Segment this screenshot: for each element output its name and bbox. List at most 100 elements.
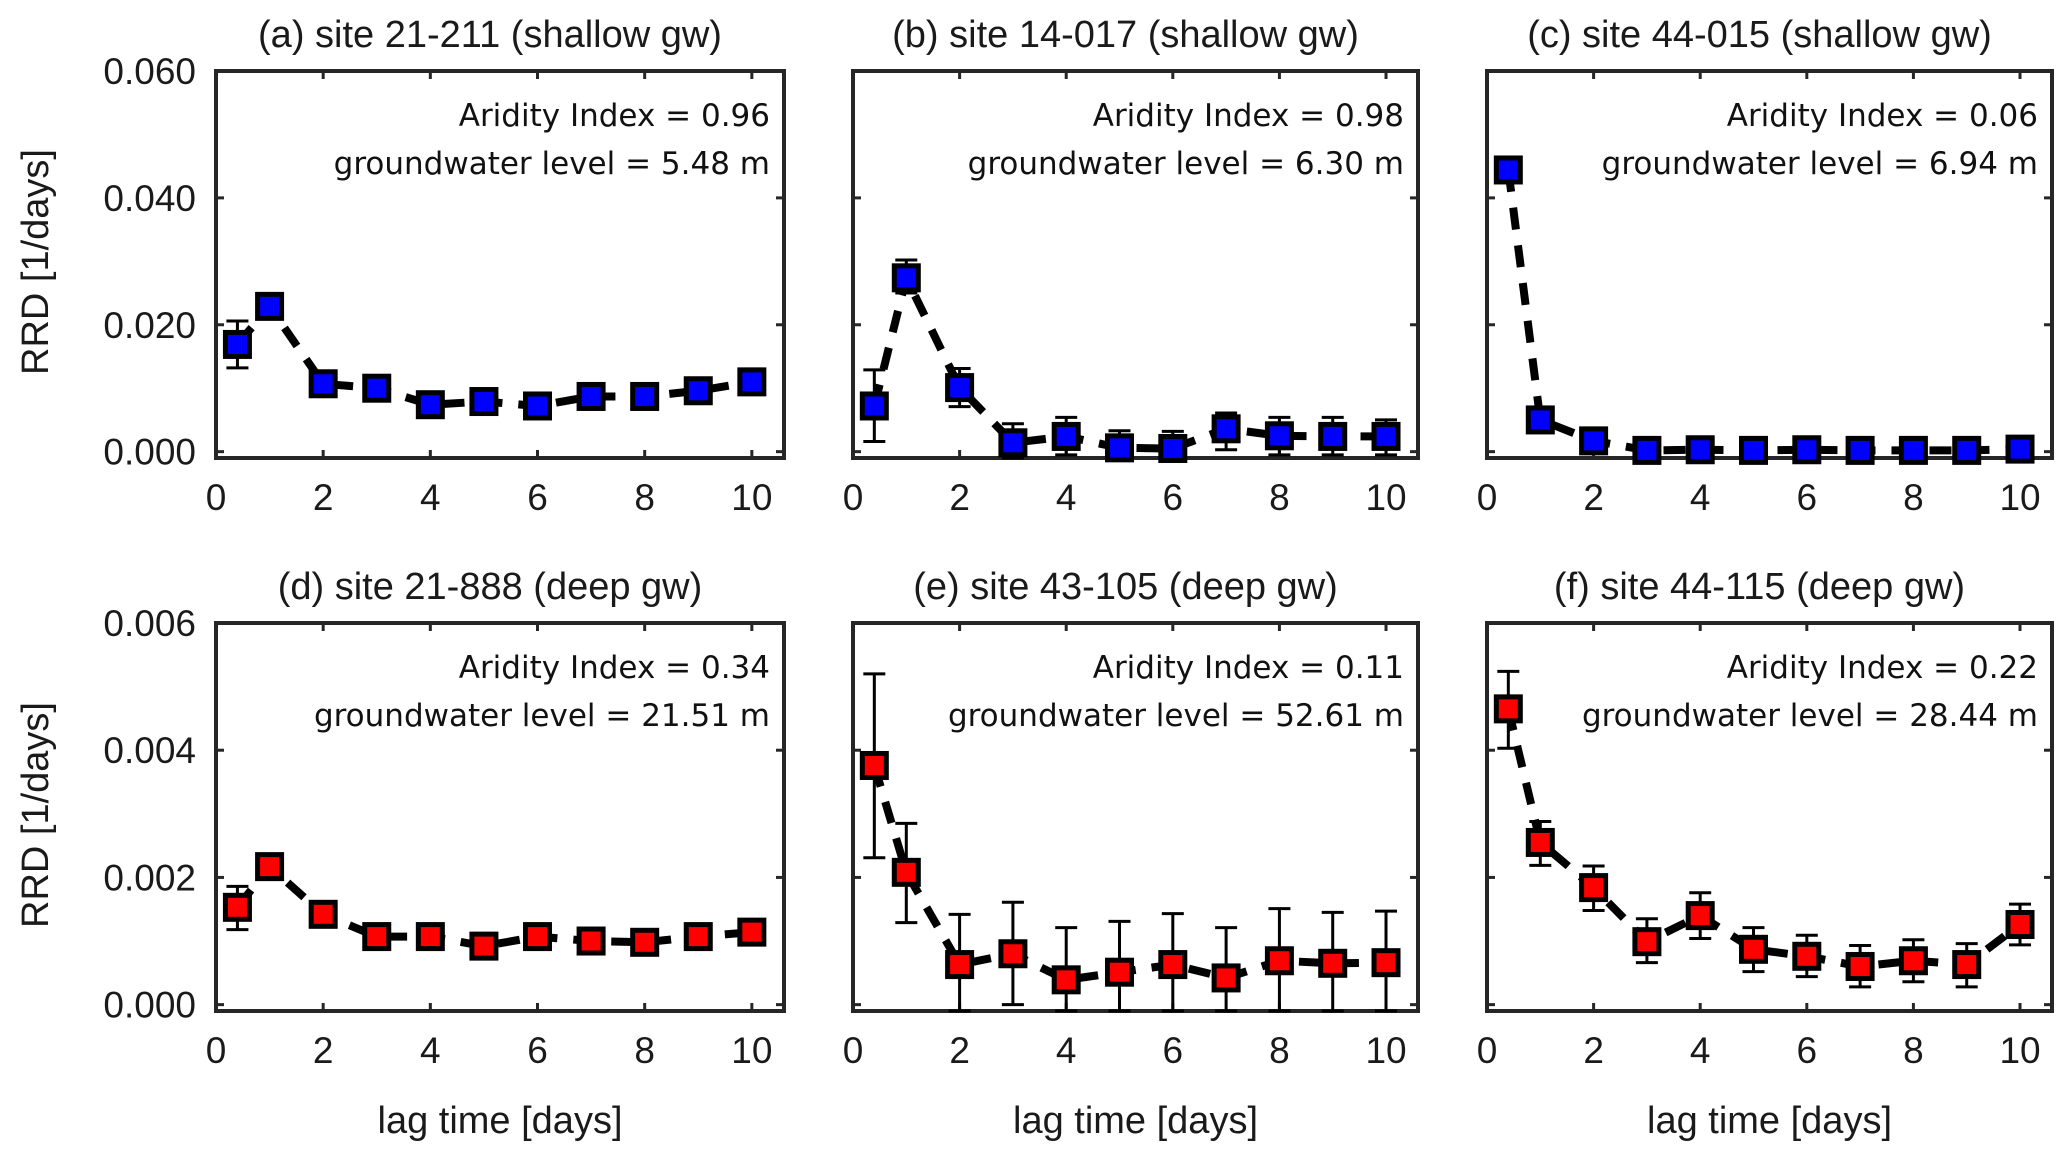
groundwater-level-annotation: groundwater level = 6.94 m <box>1602 146 2038 182</box>
panel-title: (e) site 43-105 (deep gw) <box>913 566 1338 608</box>
data-point <box>859 750 889 780</box>
x-tick-label: 0 <box>843 1030 864 1071</box>
x-tick-label: 8 <box>1269 477 1290 518</box>
x-tick-label: 8 <box>634 1030 655 1071</box>
x-tick-label: 0 <box>1477 477 1498 518</box>
series-line <box>870 764 1387 984</box>
data-point <box>630 927 660 957</box>
series-line <box>234 860 753 951</box>
data-point <box>945 950 975 980</box>
x-tick-label: 10 <box>1365 1030 1406 1071</box>
x-tick-label: 2 <box>313 477 334 518</box>
panel-d: (d) site 21-888 (deep gw) 0 2 4 6 8 10 0.000 0.0… <box>103 566 786 1142</box>
aridity-index-annotation: Aridity Index = 0.11 <box>1093 650 1404 686</box>
x-tick-label: 4 <box>420 477 441 518</box>
aridity-index-annotation: Aridity Index = 0.34 <box>459 650 770 686</box>
groundwater-level-annotation: groundwater level = 21.51 m <box>314 698 770 734</box>
data-point <box>859 391 889 421</box>
data-point <box>1051 421 1081 451</box>
x-tick-label: 2 <box>1583 477 1604 518</box>
data-point <box>1792 435 1822 465</box>
groundwater-level-annotation: groundwater level = 28.44 m <box>1582 698 2038 734</box>
x-tick-label: 2 <box>313 1030 334 1071</box>
x-tick-label: 4 <box>1056 477 1077 518</box>
x-tick-label: 4 <box>1056 1030 1077 1071</box>
data-point <box>576 381 606 411</box>
data-point <box>891 857 921 887</box>
data-point <box>415 390 445 420</box>
data-point <box>683 922 713 952</box>
x-tick-label: 6 <box>1163 1030 1184 1071</box>
x-tick-label: 10 <box>1999 1030 2040 1071</box>
panel-c: (c) site 44-015 (shallow gw) 0 2 4 6 8 10 Aridi… <box>1477 14 2054 518</box>
x-tick-label: 8 <box>634 477 655 518</box>
data-point <box>308 369 338 399</box>
data-point <box>998 428 1028 458</box>
x-tick-label: 0 <box>206 1030 227 1071</box>
aridity-index-annotation: Aridity Index = 0.06 <box>1727 98 2038 134</box>
x-tick-label: 8 <box>1903 477 1924 518</box>
data-point <box>630 381 660 411</box>
data-point <box>1525 827 1555 857</box>
x-tick-label: 8 <box>1269 1030 1290 1071</box>
data-point <box>1493 155 1523 185</box>
x-tick-label: 6 <box>1797 477 1818 518</box>
x-tick-label: 2 <box>1583 1030 1604 1071</box>
data-point <box>945 373 975 403</box>
data-point <box>1105 957 1135 987</box>
x-tick-label: 10 <box>731 477 772 518</box>
data-point <box>1264 421 1294 451</box>
y-axis-label-top: RRD [1/days] <box>15 149 57 375</box>
y-tick-label: 0.000 <box>103 985 196 1026</box>
axes-frame <box>214 69 786 460</box>
data-point <box>737 917 767 947</box>
axes-frame <box>1485 621 2054 1013</box>
y-tick-label: 0.004 <box>103 730 196 771</box>
data-point <box>1632 435 1662 465</box>
panel-title: (b) site 14-017 (shallow gw) <box>892 14 1359 56</box>
data-point <box>1685 435 1715 465</box>
aridity-index-annotation: Aridity Index = 0.98 <box>1093 98 1404 134</box>
data-point <box>469 931 499 961</box>
y-tick-label: 0.002 <box>103 857 196 898</box>
data-point <box>683 376 713 406</box>
y-tick-label: 0.040 <box>103 178 196 219</box>
data-point <box>523 391 553 421</box>
series-line <box>1504 707 2023 971</box>
data-point <box>1685 901 1715 931</box>
x-tick-label: 2 <box>949 1030 970 1071</box>
data-point <box>576 926 606 956</box>
data-point <box>1525 405 1555 435</box>
data-point <box>1158 950 1188 980</box>
x-tick-label: 6 <box>527 1030 548 1071</box>
x-tick-label: 4 <box>1690 1030 1711 1071</box>
x-tick-label: 0 <box>1477 1030 1498 1071</box>
panel-title: (c) site 44-015 (shallow gw) <box>1527 14 1992 56</box>
data-point <box>255 852 285 882</box>
x-tick-label: 6 <box>527 477 548 518</box>
axes-frame <box>1485 69 2054 460</box>
data-point <box>1792 941 1822 971</box>
data-point <box>891 263 921 293</box>
y-tick-label: 0.060 <box>103 51 196 92</box>
data-point <box>998 939 1028 969</box>
x-axis-label: lag time [days] <box>1013 1100 1258 1142</box>
data-point <box>255 291 285 321</box>
data-point <box>1579 873 1609 903</box>
panel-a: (a) site 21-211 (shallow gw) 0 2 4 6 8 10 0.000… <box>103 14 786 518</box>
axes-frame <box>214 621 786 1013</box>
axes-frame <box>851 621 1420 1013</box>
data-point <box>362 922 392 952</box>
groundwater-level-annotation: groundwater level = 5.48 m <box>334 146 770 182</box>
data-point <box>415 922 445 952</box>
series-line <box>1504 169 2021 455</box>
data-point <box>1105 433 1135 463</box>
data-point <box>362 373 392 403</box>
data-point <box>1952 950 1982 980</box>
data-point <box>1371 421 1401 451</box>
data-point <box>1318 421 1348 451</box>
axes-frame <box>851 69 1420 460</box>
data-point <box>523 922 553 952</box>
data-point <box>1211 963 1241 993</box>
